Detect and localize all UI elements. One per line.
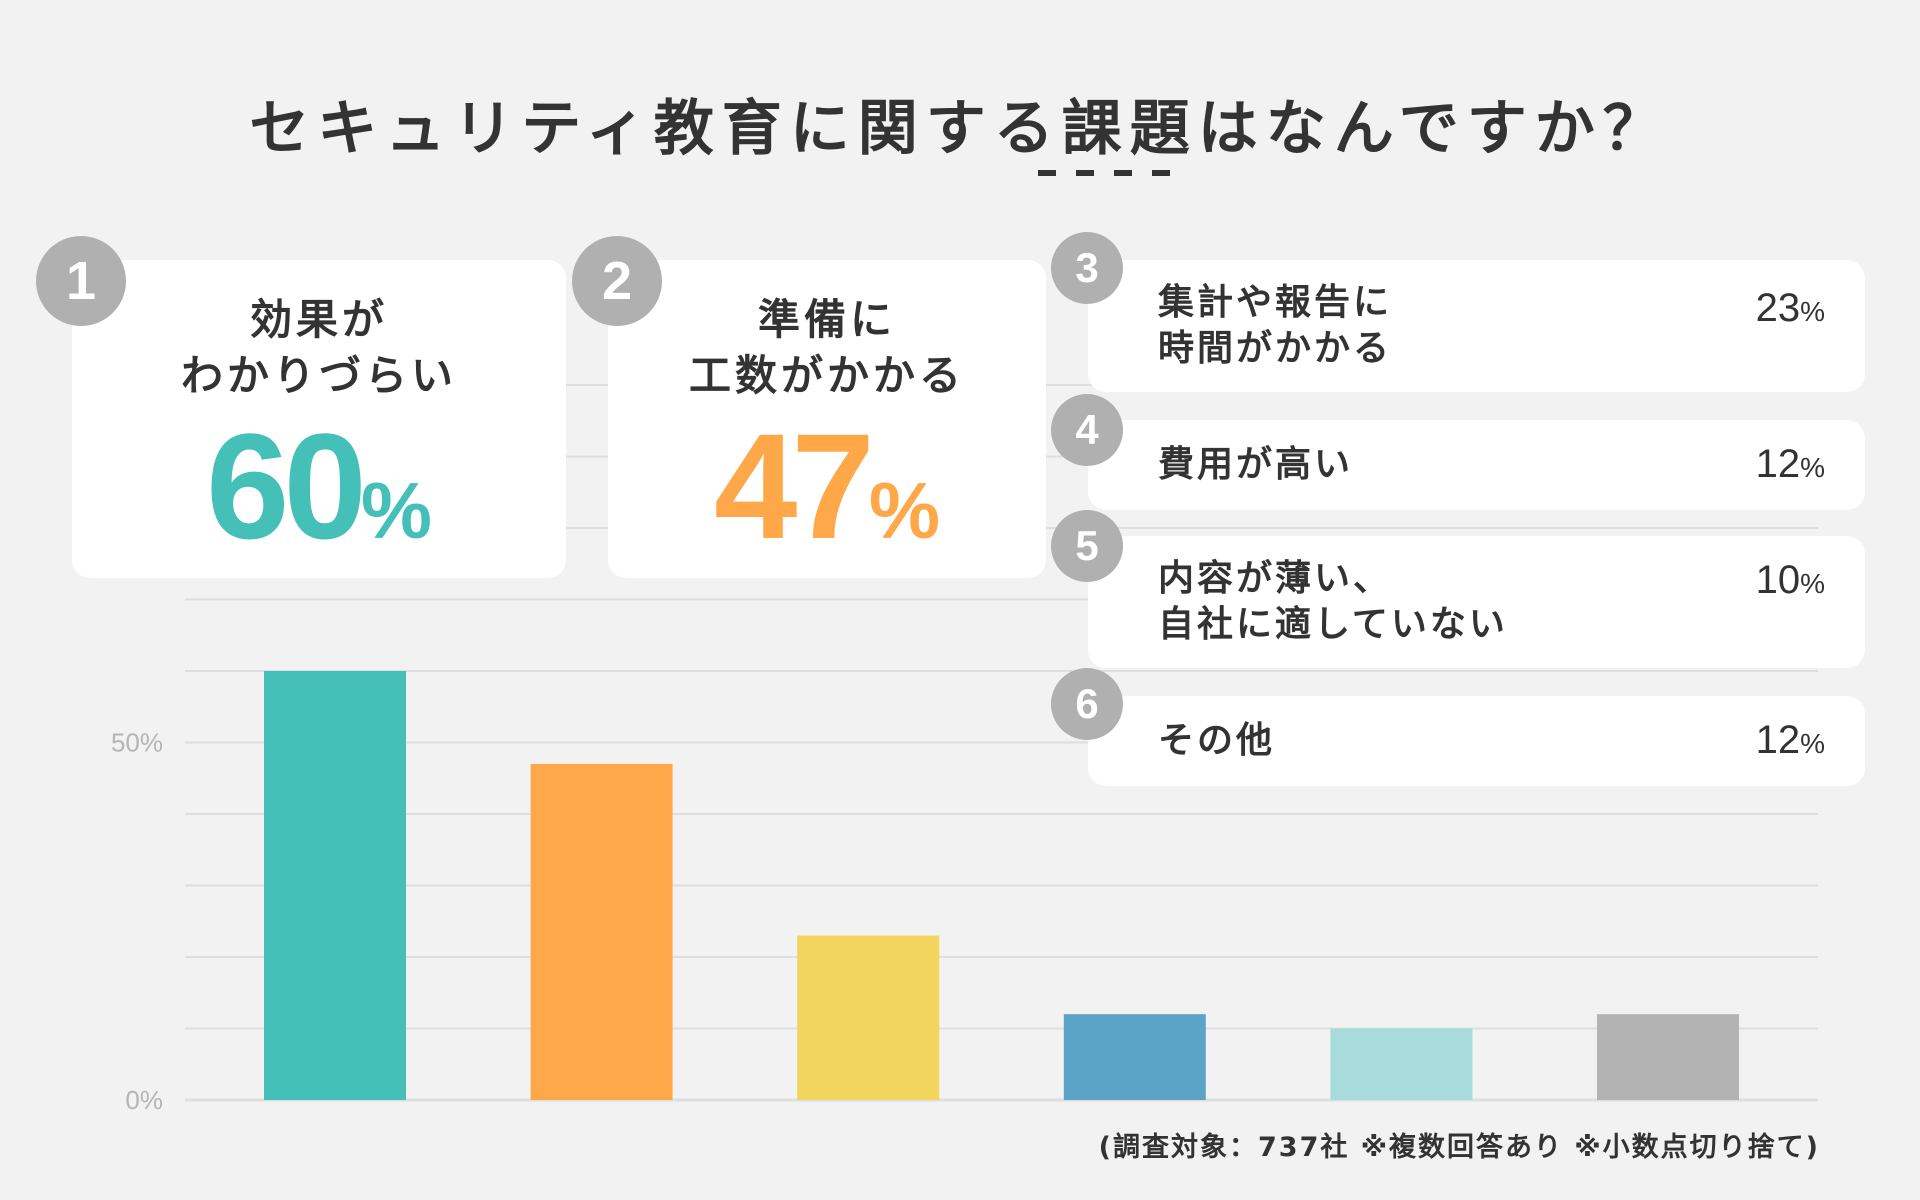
bar-4 [1063, 1014, 1206, 1100]
rank-3-value: 23% [1756, 286, 1825, 331]
rank-1-label: 効果が わかりづらい [180, 295, 457, 400]
rank-5-value: 10% [1756, 558, 1825, 603]
rank-1-unit: % [360, 466, 432, 555]
rank-4-unit: % [1800, 452, 1825, 483]
bar-1 [264, 671, 406, 1100]
rank-4-card: 費用が高い 12% [1088, 420, 1865, 510]
chart-bars [264, 671, 1739, 1100]
title-emphasis: 課題 [1061, 94, 1198, 164]
y-tick-label: 50% [111, 728, 163, 758]
rank-6-card: その他 12% [1088, 696, 1865, 786]
rank-6-unit: % [1800, 728, 1825, 759]
rank-2-card: 準備に 工数がかかる 47% [608, 260, 1046, 578]
rank-2-value: 47% [608, 400, 1046, 573]
rank-3-card: 集計や報告に 時間がかかる 23% [1088, 260, 1865, 392]
rank-5-label: 内容が薄い、 自社に適していない [1158, 558, 1508, 645]
rank-2-number: 47 [714, 402, 875, 570]
rank-5-unit: % [1800, 568, 1825, 599]
rank-1-number: 60 [206, 402, 367, 570]
y-tick-label: 0% [125, 1085, 163, 1115]
chart-y-ticks: 0% 50% [111, 728, 163, 1116]
rank-3-badge: 3 [1051, 232, 1123, 304]
bar-3 [797, 935, 940, 1100]
rank-6-label: その他 [1158, 720, 1276, 761]
rank-5-badge: 5 [1051, 510, 1123, 582]
rank-1-badge: 1 [36, 236, 126, 326]
footnote: (調査対象：737社 ※複数回答あり ※小数点切り捨て) [1098, 1132, 1820, 1163]
rank-4-badge: 4 [1051, 394, 1123, 466]
rank-4-number: 12 [1755, 442, 1801, 486]
rank-2-unit: % [868, 466, 940, 555]
bar-2 [530, 763, 673, 1100]
rank-5-number: 10 [1755, 558, 1801, 602]
title-emphasis-underline [1038, 170, 1188, 176]
rank-3-label: 集計や報告に 時間がかかる [1158, 282, 1393, 369]
rank-2-label: 準備に 工数がかかる [688, 295, 965, 400]
rank-4-value: 12% [1756, 442, 1825, 487]
rank-5-card: 内容が薄い、 自社に適していない 10% [1088, 536, 1865, 668]
rank-6-value: 12% [1756, 718, 1825, 763]
rank-4-label: 費用が高い [1158, 444, 1354, 485]
rank-3-unit: % [1800, 296, 1825, 327]
rank-6-badge: 6 [1051, 668, 1123, 740]
rank-2-badge: 2 [572, 236, 662, 326]
rank-1-card: 効果が わかりづらい 60% [72, 260, 566, 578]
title-part-after: はなんですか？ [1197, 94, 1671, 164]
rank-1-value: 60% [72, 400, 566, 573]
page-title: セキュリティ教育に関する課題はなんですか？ [0, 80, 1920, 167]
rank-6-number: 12 [1755, 718, 1801, 762]
title-part-before: セキュリティ教育に関する [249, 94, 1062, 164]
rank-3-number: 23 [1755, 286, 1801, 330]
bar-6 [1597, 1014, 1739, 1100]
bar-5 [1330, 1028, 1473, 1100]
